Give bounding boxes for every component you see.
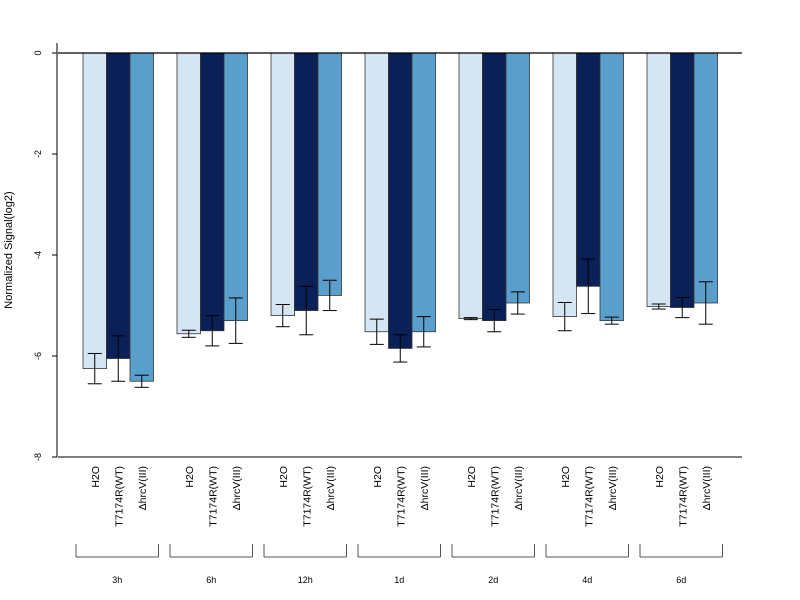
bar bbox=[270, 52, 295, 317]
bar bbox=[294, 52, 319, 311]
bar-labels: H2O T7174R(WT) ΔhrcV(III) H2O T7174R(WT) Δhrc… bbox=[90, 466, 713, 527]
bar bbox=[82, 52, 107, 370]
bar bbox=[388, 52, 413, 349]
bar-label: H2O bbox=[372, 466, 384, 488]
bar bbox=[693, 52, 718, 304]
bar bbox=[411, 52, 436, 333]
bars-layer bbox=[82, 52, 718, 382]
bar-label: H2O bbox=[466, 466, 478, 488]
bar bbox=[646, 52, 671, 307]
bar-label: ΔhrcV(III) bbox=[513, 466, 525, 510]
group-label: 6d bbox=[676, 575, 686, 585]
y-tick-label: 0 bbox=[33, 50, 43, 55]
bar bbox=[364, 52, 389, 333]
bar-label: H2O bbox=[560, 466, 572, 488]
bar bbox=[552, 52, 577, 318]
error-bars-layer bbox=[87, 258, 713, 388]
bar bbox=[599, 52, 624, 322]
y-tick-label: -4 bbox=[33, 251, 43, 259]
bar-label: H2O bbox=[184, 466, 196, 488]
bar-label: T7174R(WT) bbox=[583, 466, 595, 527]
bar bbox=[223, 52, 248, 322]
bar bbox=[200, 52, 225, 332]
y-tick-label: -6 bbox=[33, 352, 43, 360]
y-axis-label: Normalized Signal(log2) bbox=[3, 191, 15, 308]
y-tick-label: -8 bbox=[33, 453, 43, 461]
y-axis: 0 -2 -4 -6 -8 bbox=[33, 43, 58, 461]
bar bbox=[176, 52, 201, 335]
bar-label: H2O bbox=[278, 466, 290, 488]
bar-label: ΔhrcV(III) bbox=[607, 466, 619, 510]
group-label: 4d bbox=[582, 575, 592, 585]
bar-label: T7174R(WT) bbox=[677, 466, 689, 527]
bar-label: ΔhrcV(III) bbox=[325, 466, 337, 510]
bar-label: T7174R(WT) bbox=[489, 466, 501, 527]
bar bbox=[576, 52, 601, 287]
bar-label: T7174R(WT) bbox=[395, 466, 407, 527]
bar-label: T7174R(WT) bbox=[113, 466, 125, 527]
bar bbox=[482, 52, 507, 322]
bar-label: H2O bbox=[654, 466, 666, 488]
group-label: 12h bbox=[298, 575, 313, 585]
bar bbox=[458, 52, 483, 320]
y-tick-label: -2 bbox=[33, 150, 43, 158]
bar-label: ΔhrcV(III) bbox=[701, 466, 713, 510]
group-label: 6h bbox=[206, 575, 216, 585]
bar-label: ΔhrcV(III) bbox=[419, 466, 431, 510]
bar bbox=[505, 52, 530, 304]
bar-label: T7174R(WT) bbox=[207, 466, 219, 527]
bar bbox=[317, 52, 342, 296]
group-brackets: 3h 6h 12h 1d 2d 4d 6d bbox=[75, 544, 723, 585]
group-label: 1d bbox=[394, 575, 404, 585]
bar-label: ΔhrcV(III) bbox=[231, 466, 243, 510]
bar-label: T7174R(WT) bbox=[301, 466, 313, 527]
bar-label: H2O bbox=[90, 466, 102, 488]
bar bbox=[670, 52, 695, 308]
bar bbox=[106, 52, 131, 359]
bar-label: ΔhrcV(III) bbox=[137, 466, 149, 510]
bar bbox=[129, 52, 154, 382]
group-label: 2d bbox=[488, 575, 498, 585]
group-label: 3h bbox=[112, 575, 122, 585]
